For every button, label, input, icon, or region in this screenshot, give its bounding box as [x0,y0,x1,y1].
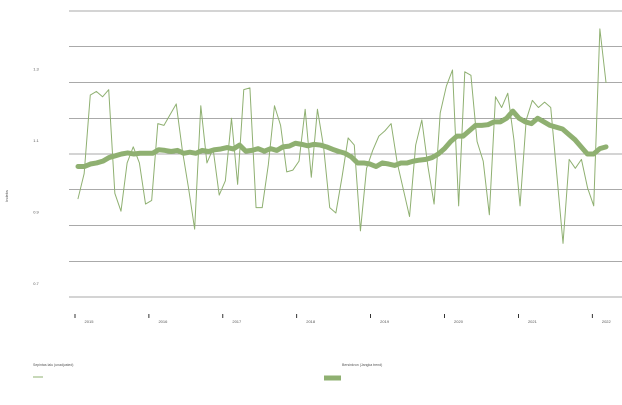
x-tick-label: 2022 [602,319,612,324]
x-tick-label: 2016 [158,319,168,324]
x-tick-label: 2017 [232,319,242,324]
x-tick-label: 2019 [380,319,390,324]
y-axis-title: Indeks [4,190,9,202]
y-tick-label: 0.7 [33,281,39,286]
y-tick-label: 1.3 [33,67,39,72]
y-axis-tick-labels: 1.3 1.1 0.9 0.7 [33,67,39,287]
legend-label-series-1: Sepintas lalu (unadjusted) [33,363,73,367]
y-tick-label: 0.9 [33,210,39,215]
series-line-unadjusted [77,28,607,244]
y-tick-label: 1.1 [33,138,39,143]
x-tick-label: 2021 [528,319,538,324]
series-line-trend [75,108,609,170]
x-axis: 2015 2016 2017 2018 2019 2020 2021 2022 [74,314,612,324]
legend: Sepintas lalu (unadjusted) Bersinkron (J… [33,363,382,381]
x-tick-label: 2015 [85,319,95,324]
series-layer [75,28,609,244]
x-tick-label: 2018 [306,319,316,324]
x-tick-label: 2020 [454,319,464,324]
legend-label-series-2: Bersinkron (Jangka trend) [342,363,382,367]
